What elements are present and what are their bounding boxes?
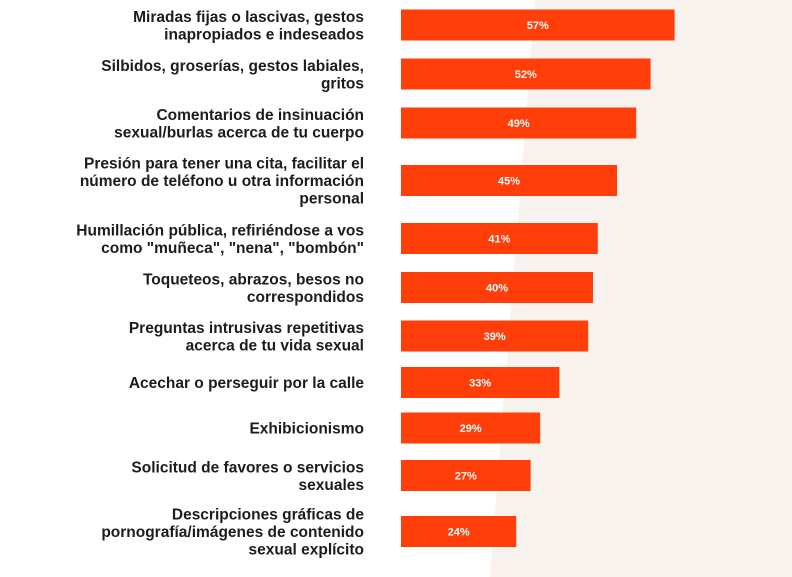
category-label-line: Silbidos, groserías, gestos labiales, [101,58,364,75]
value-label-9: 29% [460,423,482,435]
category-label-line: Acechar o perseguir por la calle [129,375,365,392]
category-label-8: Acechar o perseguir por la calle [129,375,365,392]
bar-4 [401,165,617,196]
bar-1 [401,9,675,41]
value-label-6: 40% [486,283,508,295]
category-label-line: sexual/burlas acerca de tu cuerpo [114,124,364,141]
category-label-5: Humillación pública, refiriéndose a vos c… [76,222,364,257]
value-labels: 57% 52% 49% 45% 41% 40% 39% 33% 29% 27% 24% [448,20,549,539]
category-label-line: sexuales [299,477,365,494]
category-label-line: sexual explícito [249,542,364,559]
category-label-line: Miradas fijas o lascivas, gestos [133,9,364,26]
category-label-7: Preguntas intrusivas repetitivas acerca d… [129,320,364,355]
category-label-line: gritos [321,75,364,92]
category-label-line: como "muñeca", "nena", "bombón" [101,240,364,257]
bar-5 [401,223,598,254]
category-label-4: Presión para tener una cita, facilitar e… [80,156,364,208]
bar-2 [401,58,651,90]
value-label-2: 52% [515,69,537,81]
category-label-line: Preguntas intrusivas repetitivas [129,320,364,337]
category-label-11: Descripciones gráficas de pornografía/imá… [101,507,364,559]
value-label-3: 49% [508,118,530,130]
value-label-10: 27% [455,471,477,483]
bar-7 [401,320,589,352]
bar-9 [401,412,541,444]
category-label-line: Descripciones gráficas de [172,507,364,524]
category-label-line: número de teléfono u otra información [80,173,364,190]
category-label-2: Silbidos, groserías, gestos labiales, gri… [101,58,364,93]
value-label-11: 24% [448,527,470,539]
category-label-3: Comentarios de insinuación sexual/burlas … [114,107,364,142]
bar-6 [401,272,593,303]
category-label-line: pornografía/imágenes de contenido [101,524,364,541]
category-label-1: Miradas fijas o lascivas, gestos inapropi… [133,9,364,44]
category-label-9: Exhibicionismo [249,421,364,438]
category-label-10: Solicitud de favores o servicios sexuales [131,459,364,494]
value-label-8: 33% [469,378,491,390]
value-label-1: 57% [527,20,549,32]
bar-3 [401,107,637,139]
category-label-line: Comentarios de insinuación [156,107,364,124]
category-label-line: Toqueteos, abrazos, besos no [143,271,364,288]
category-label-line: Solicitud de favores o servicios [131,459,364,476]
bar-10 [401,460,531,491]
category-label-line: Exhibicionismo [249,421,364,438]
value-label-5: 41% [488,234,510,246]
bars [401,9,675,547]
value-label-7: 39% [484,331,506,343]
category-label-line: correspondidos [247,289,364,306]
bar-11 [401,516,517,547]
category-label-line: acerca de tu vida sexual [186,337,364,354]
category-label-6: Toqueteos, abrazos, besos no correspondid… [143,271,364,306]
category-label-line: inapropiados e indeseados [164,26,364,43]
category-labels: Miradas fijas o lascivas, gestos inapropi… [76,9,364,559]
category-label-line: Presión para tener una cita, facilitar e… [84,156,364,173]
value-label-4: 45% [498,176,520,188]
bar-8 [401,367,560,398]
category-label-line: personal [299,191,364,208]
category-label-line: Humillación pública, refiriéndose a vos [76,222,364,239]
